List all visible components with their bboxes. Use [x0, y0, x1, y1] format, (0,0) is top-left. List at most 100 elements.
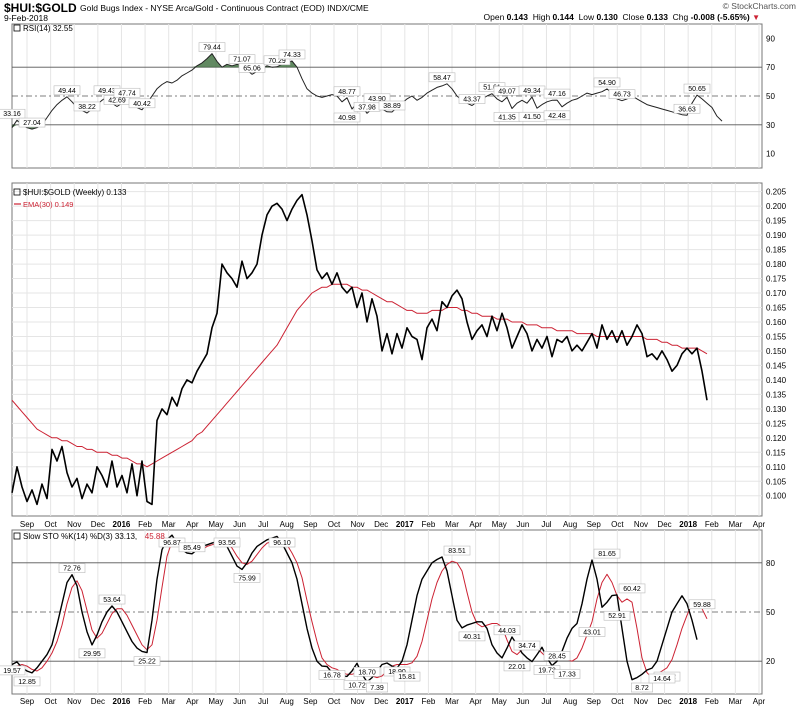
rsi-data-label: 40.42 [133, 101, 151, 108]
chart-header: $HUI:$GOLD Gold Bugs Index - NYSE Arca/G… [0, 0, 800, 23]
price-tick-label: 0.140 [766, 376, 787, 385]
price-tick-label: 0.110 [766, 463, 786, 472]
rsi-tick-label: 50 [766, 92, 775, 101]
sto-data-label-box [318, 670, 346, 680]
rsi-data-label-box [378, 100, 406, 111]
x-axis: Sep Sep Oct Oct Nov Nov Dec Dec 2016 2016 Feb Feb Ma… [20, 520, 766, 706]
rsi-data-label-box [238, 63, 266, 73]
x-tick-label-bottom: Mar [162, 697, 176, 706]
rsi-data-label: 47.74 [118, 90, 136, 97]
symbol-title: $HUI:$GOLD [4, 1, 77, 15]
sto-data-label: 15.81 [398, 674, 416, 681]
sto-data-label-box [365, 682, 388, 693]
x-tick-label-bottom: Sep [303, 697, 318, 706]
sto-data-label: 7.39 [370, 685, 384, 692]
x-tick-label-bottom: Jun [516, 697, 529, 706]
x-tick-label-top: 2017 [396, 520, 414, 529]
sto-data-label-box [648, 673, 676, 684]
rsi-data-label: 70.29 [268, 58, 286, 65]
price-panel: 0.100 0.105 0.110 0.115 0.120 0.125 0.130 0.135… [11, 182, 787, 517]
x-tick-label-bottom: Feb [422, 697, 436, 706]
price-tick-label: 0.100 [766, 492, 787, 501]
sto-data-label-box [58, 563, 86, 573]
x-tick-label-top: Jun [516, 520, 529, 529]
low-value: 0.130 [596, 12, 618, 22]
rsi-data-label: 42.48 [548, 113, 566, 120]
x-tick-label-top: 2016 [113, 520, 131, 529]
sto-data-label: 43.01 [583, 629, 601, 636]
x-tick-label-top: May [492, 520, 507, 529]
sto-data-label: 52.91 [608, 613, 626, 620]
price-tick-label: 0.160 [766, 318, 787, 327]
x-tick-label-top: Mar [728, 520, 742, 529]
x-tick-label-bottom: 2017 [396, 697, 414, 706]
sto-data-label-box [353, 667, 381, 677]
rsi-data-label-box [53, 85, 81, 96]
symbol-description: Gold Bugs Index - NYSE Arca/Gold - Conti… [80, 3, 369, 13]
price-tick-label: 0.195 [766, 217, 787, 226]
chart-date: 9-Feb-2018 [4, 13, 48, 23]
price-tick-label: 0.205 [766, 188, 787, 197]
rsi-overbought-fill [212, 53, 217, 68]
rsi-data-label-box [543, 110, 571, 121]
rsi-tick-label: 10 [766, 150, 775, 159]
close-label: Close [622, 12, 645, 22]
sto-tick-label: 20 [766, 657, 775, 666]
sto-data-label: 16.78 [323, 672, 341, 679]
rsi-data-label: 49.43 [98, 88, 116, 95]
sto-data-label-box [578, 627, 606, 637]
rsi-data-label-box [18, 117, 46, 128]
high-value: 0.144 [552, 12, 574, 22]
x-tick-label-bottom: Nov [634, 697, 648, 706]
sto-data-label: 40.31 [463, 634, 481, 641]
high-label: High [532, 12, 551, 22]
x-tick-label-top: Dec [657, 520, 671, 529]
close-value: 0.133 [646, 12, 668, 22]
sto-legend-d-value: 45.88 [145, 532, 166, 541]
rsi-tick-label: 70 [766, 63, 775, 72]
x-tick-label-top: Feb [138, 520, 152, 529]
rsi-data-label: 74.33 [283, 52, 301, 59]
rsi-data-label: 33.16 [3, 111, 21, 118]
x-tick-label-bottom: Mar [445, 697, 459, 706]
x-tick-label-top: Oct [328, 520, 341, 529]
x-tick-label-bottom: Oct [611, 697, 624, 706]
x-tick-label-top: Aug [563, 520, 577, 529]
low-label: Low [578, 12, 595, 22]
sto-data-label-box [513, 640, 541, 651]
sto-legend-box [13, 532, 21, 540]
x-tick-label-top: Feb [422, 520, 436, 529]
sto-data-label: 25.22 [138, 659, 156, 666]
sto-data-label-box [233, 573, 261, 583]
sto-data-label: 28.45 [548, 653, 566, 660]
rsi-data-label: 46.73 [613, 92, 631, 99]
rsi-data-label: 54.90 [598, 80, 616, 87]
rsi-data-label: 49.07 [498, 88, 516, 95]
rsi-data-label-box [593, 77, 621, 88]
sto-tick-label: 50 [766, 608, 775, 617]
rsi-data-label-box [113, 87, 141, 98]
x-tick-label-bottom: Aug [280, 697, 294, 706]
rsi-legend: RSI(14) 32.55 [23, 24, 73, 33]
price-frame [11, 182, 763, 517]
rsi-data-label-box [363, 93, 391, 104]
x-tick-label-top: Apr [753, 520, 766, 529]
rsi-data-label-box [278, 49, 306, 60]
price-tick-label: 0.175 [766, 275, 787, 284]
rsi-data-label-box [458, 94, 486, 104]
x-tick-label-bottom: Sep [20, 697, 35, 706]
rsi-data-label: 36.63 [678, 106, 696, 113]
x-tick-label-bottom: 2018 [679, 697, 697, 706]
sto-data-label: 12.85 [18, 679, 36, 686]
x-tick-label-bottom: Dec [374, 697, 388, 706]
x-tick-label-top: 2018 [679, 520, 697, 529]
open-value: 0.143 [506, 12, 528, 22]
sto-data-label-box [443, 545, 471, 556]
rsi-data-label: 71.07 [233, 57, 251, 64]
x-tick-label-bottom: 2016 [113, 697, 131, 706]
down-arrow-icon: ▼ [752, 13, 760, 22]
rsi-data-label: 47.16 [548, 91, 566, 98]
rsi-overbought-fill [207, 53, 212, 68]
ema-legend: EMA(30) 0.149 [23, 200, 73, 209]
